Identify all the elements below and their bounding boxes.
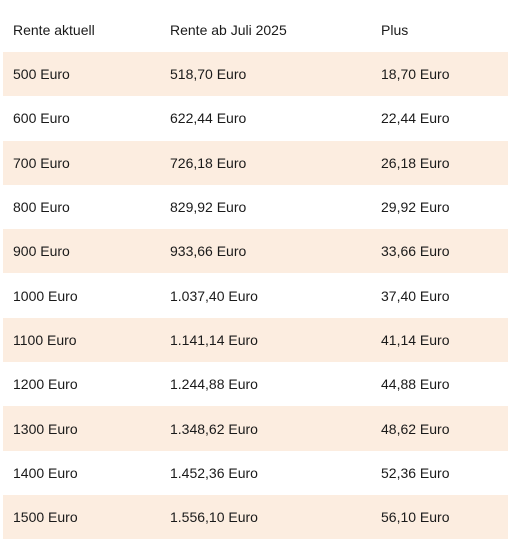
- cell-current-pension: 1000 Euro: [13, 287, 78, 304]
- table-row: 500 Euro 518,70 Euro 18,70 Euro: [3, 52, 508, 97]
- table-row: 800 Euro 829,92 Euro 29,92 Euro: [3, 185, 508, 229]
- table-row: 1200 Euro 1.244,88 Euro 44,88 Euro: [3, 362, 508, 406]
- header-pension-from-july-2025: Rente ab Juli 2025: [170, 22, 287, 38]
- cell-current-pension: 1500 Euro: [13, 509, 78, 526]
- cell-current-pension: 1300 Euro: [13, 420, 78, 437]
- cell-current-pension: 700 Euro: [13, 154, 70, 171]
- cell-current-pension: 900 Euro: [13, 243, 70, 260]
- cell-new-pension: 829,92 Euro: [170, 199, 247, 216]
- cell-increase: 48,62 Euro: [381, 420, 450, 437]
- table-row: 900 Euro 933,66 Euro 33,66 Euro: [3, 229, 508, 274]
- cell-new-pension: 1.037,40 Euro: [170, 287, 258, 304]
- table-row: 700 Euro 726,18 Euro 26,18 Euro: [3, 140, 508, 185]
- cell-new-pension: 518,70 Euro: [170, 66, 247, 83]
- cell-increase: 29,92 Euro: [381, 199, 450, 216]
- cell-increase: 41,14 Euro: [381, 331, 450, 348]
- table-header-row: Rente aktuell Rente ab Juli 2025 Plus: [3, 8, 508, 52]
- cell-new-pension: 622,44 Euro: [170, 110, 247, 127]
- cell-new-pension: 1.244,88 Euro: [170, 376, 258, 393]
- cell-increase: 37,40 Euro: [381, 287, 450, 304]
- cell-current-pension: 500 Euro: [13, 66, 70, 83]
- header-current-pension: Rente aktuell: [13, 22, 95, 38]
- cell-current-pension: 800 Euro: [13, 199, 70, 216]
- cell-increase: 52,36 Euro: [381, 464, 450, 481]
- cell-new-pension: 933,66 Euro: [170, 243, 247, 260]
- table-row: 1100 Euro 1.141,14 Euro 41,14 Euro: [3, 317, 508, 363]
- table-row: 600 Euro 622,44 Euro 22,44 Euro: [3, 96, 508, 140]
- table-row: 1400 Euro 1.452,36 Euro 52,36 Euro: [3, 451, 508, 495]
- cell-current-pension: 600 Euro: [13, 110, 70, 127]
- cell-new-pension: 1.348,62 Euro: [170, 420, 258, 437]
- table-row: 1500 Euro 1.556,10 Euro 56,10 Euro: [3, 494, 508, 539]
- cell-increase: 18,70 Euro: [381, 66, 450, 83]
- cell-new-pension: 1.141,14 Euro: [170, 331, 258, 348]
- cell-increase: 44,88 Euro: [381, 376, 450, 393]
- cell-increase: 22,44 Euro: [381, 110, 450, 127]
- cell-new-pension: 1.556,10 Euro: [170, 509, 258, 526]
- cell-current-pension: 1100 Euro: [13, 331, 77, 348]
- cell-new-pension: 726,18 Euro: [170, 154, 247, 171]
- cell-increase: 26,18 Euro: [381, 154, 450, 171]
- table-row: 1300 Euro 1.348,62 Euro 48,62 Euro: [3, 406, 508, 451]
- table-row: 1000 Euro 1.037,40 Euro 37,40 Euro: [3, 273, 508, 317]
- header-plus: Plus: [381, 22, 409, 38]
- cell-current-pension: 1200 Euro: [13, 376, 78, 393]
- cell-new-pension: 1.452,36 Euro: [170, 464, 258, 481]
- cell-current-pension: 1400 Euro: [13, 464, 78, 481]
- cell-increase: 56,10 Euro: [381, 509, 450, 526]
- cell-increase: 33,66 Euro: [381, 243, 450, 260]
- pension-table: Rente aktuell Rente ab Juli 2025 Plus 50…: [3, 8, 508, 539]
